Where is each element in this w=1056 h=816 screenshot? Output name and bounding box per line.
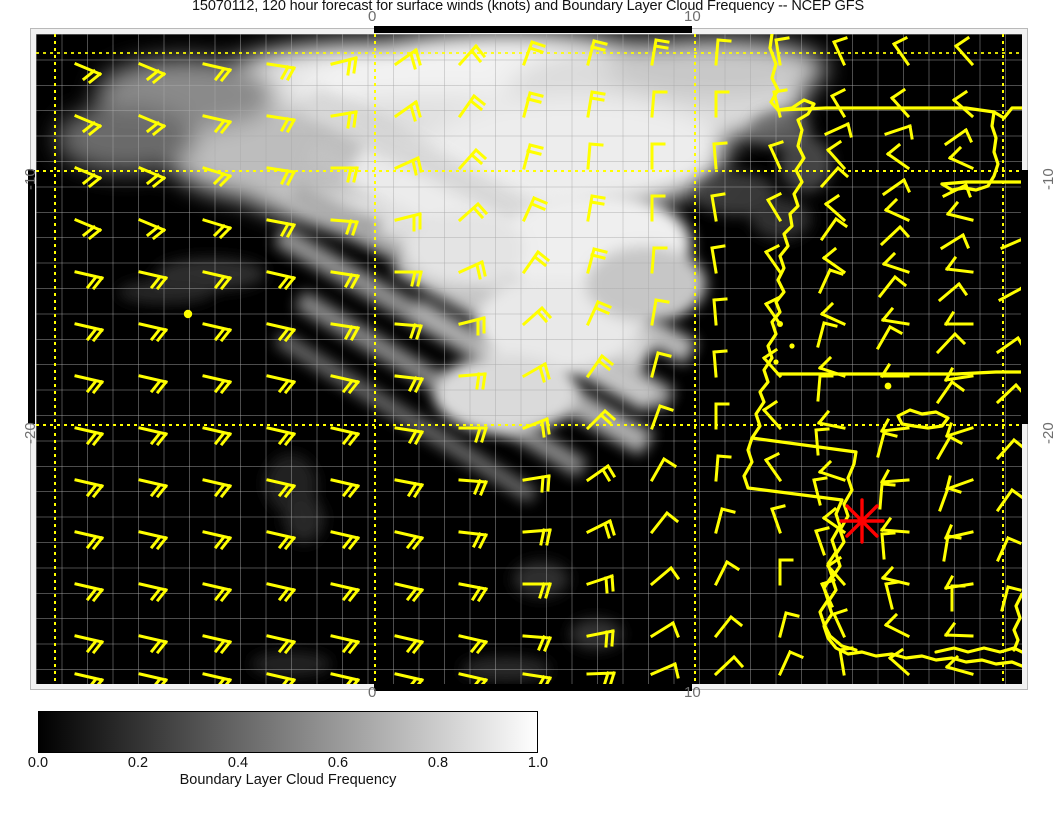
axis-bar-top: [374, 26, 692, 33]
colorbar-tick-5: 1.0: [527, 755, 549, 771]
colorbar-gradient: [38, 711, 538, 753]
island-markers: [183, 309, 892, 390]
axis-bar-left: [28, 170, 35, 424]
colorbar-tick-0: 0.0: [27, 755, 49, 771]
xtick-bottom-10: 10: [684, 684, 701, 701]
graticule-lon-0: [374, 34, 376, 684]
map-plot-frame: [30, 28, 1028, 690]
wind-barb-field: [74, 35, 1022, 684]
map-vector-overlay: [74, 34, 1022, 684]
colorbar-tick-1: 0.2: [127, 755, 149, 771]
colorbar: 0.0 0.2 0.4 0.6 0.8 1.0: [28, 711, 548, 771]
ytick-right-minus20: -20: [1040, 422, 1056, 444]
map-canvas: [36, 34, 1022, 684]
graticule-lon-minus10: [54, 34, 56, 684]
graticule-lon-10: [694, 34, 696, 684]
colorbar-tick-3: 0.6: [327, 755, 349, 771]
graticule-lon-20: [1002, 34, 1004, 684]
xtick-top-10: 10: [684, 8, 701, 25]
xtick-top-0: 0: [368, 8, 377, 25]
colorbar-label: Boundary Layer Cloud Frequency: [179, 772, 397, 788]
coastline-layer: [742, 34, 1022, 668]
axis-bar-bottom: [374, 684, 692, 691]
wind-barb-land: [812, 122, 1022, 612]
axis-bar-right: [1021, 170, 1028, 424]
graticule-lat-minus10: [36, 170, 1022, 172]
ytick-left-minus20: -20: [22, 422, 39, 444]
station-marker-icon: [839, 498, 885, 544]
xtick-bottom-0: 0: [368, 684, 377, 701]
colorbar-tick-2: 0.4: [227, 755, 249, 771]
ytick-left-minus10: -10: [22, 168, 39, 190]
chart-title: 15070112, 120 hour forecast for surface …: [192, 0, 864, 14]
colorbar-tick-4: 0.8: [427, 755, 449, 771]
ytick-right-minus10: -10: [1040, 168, 1056, 190]
